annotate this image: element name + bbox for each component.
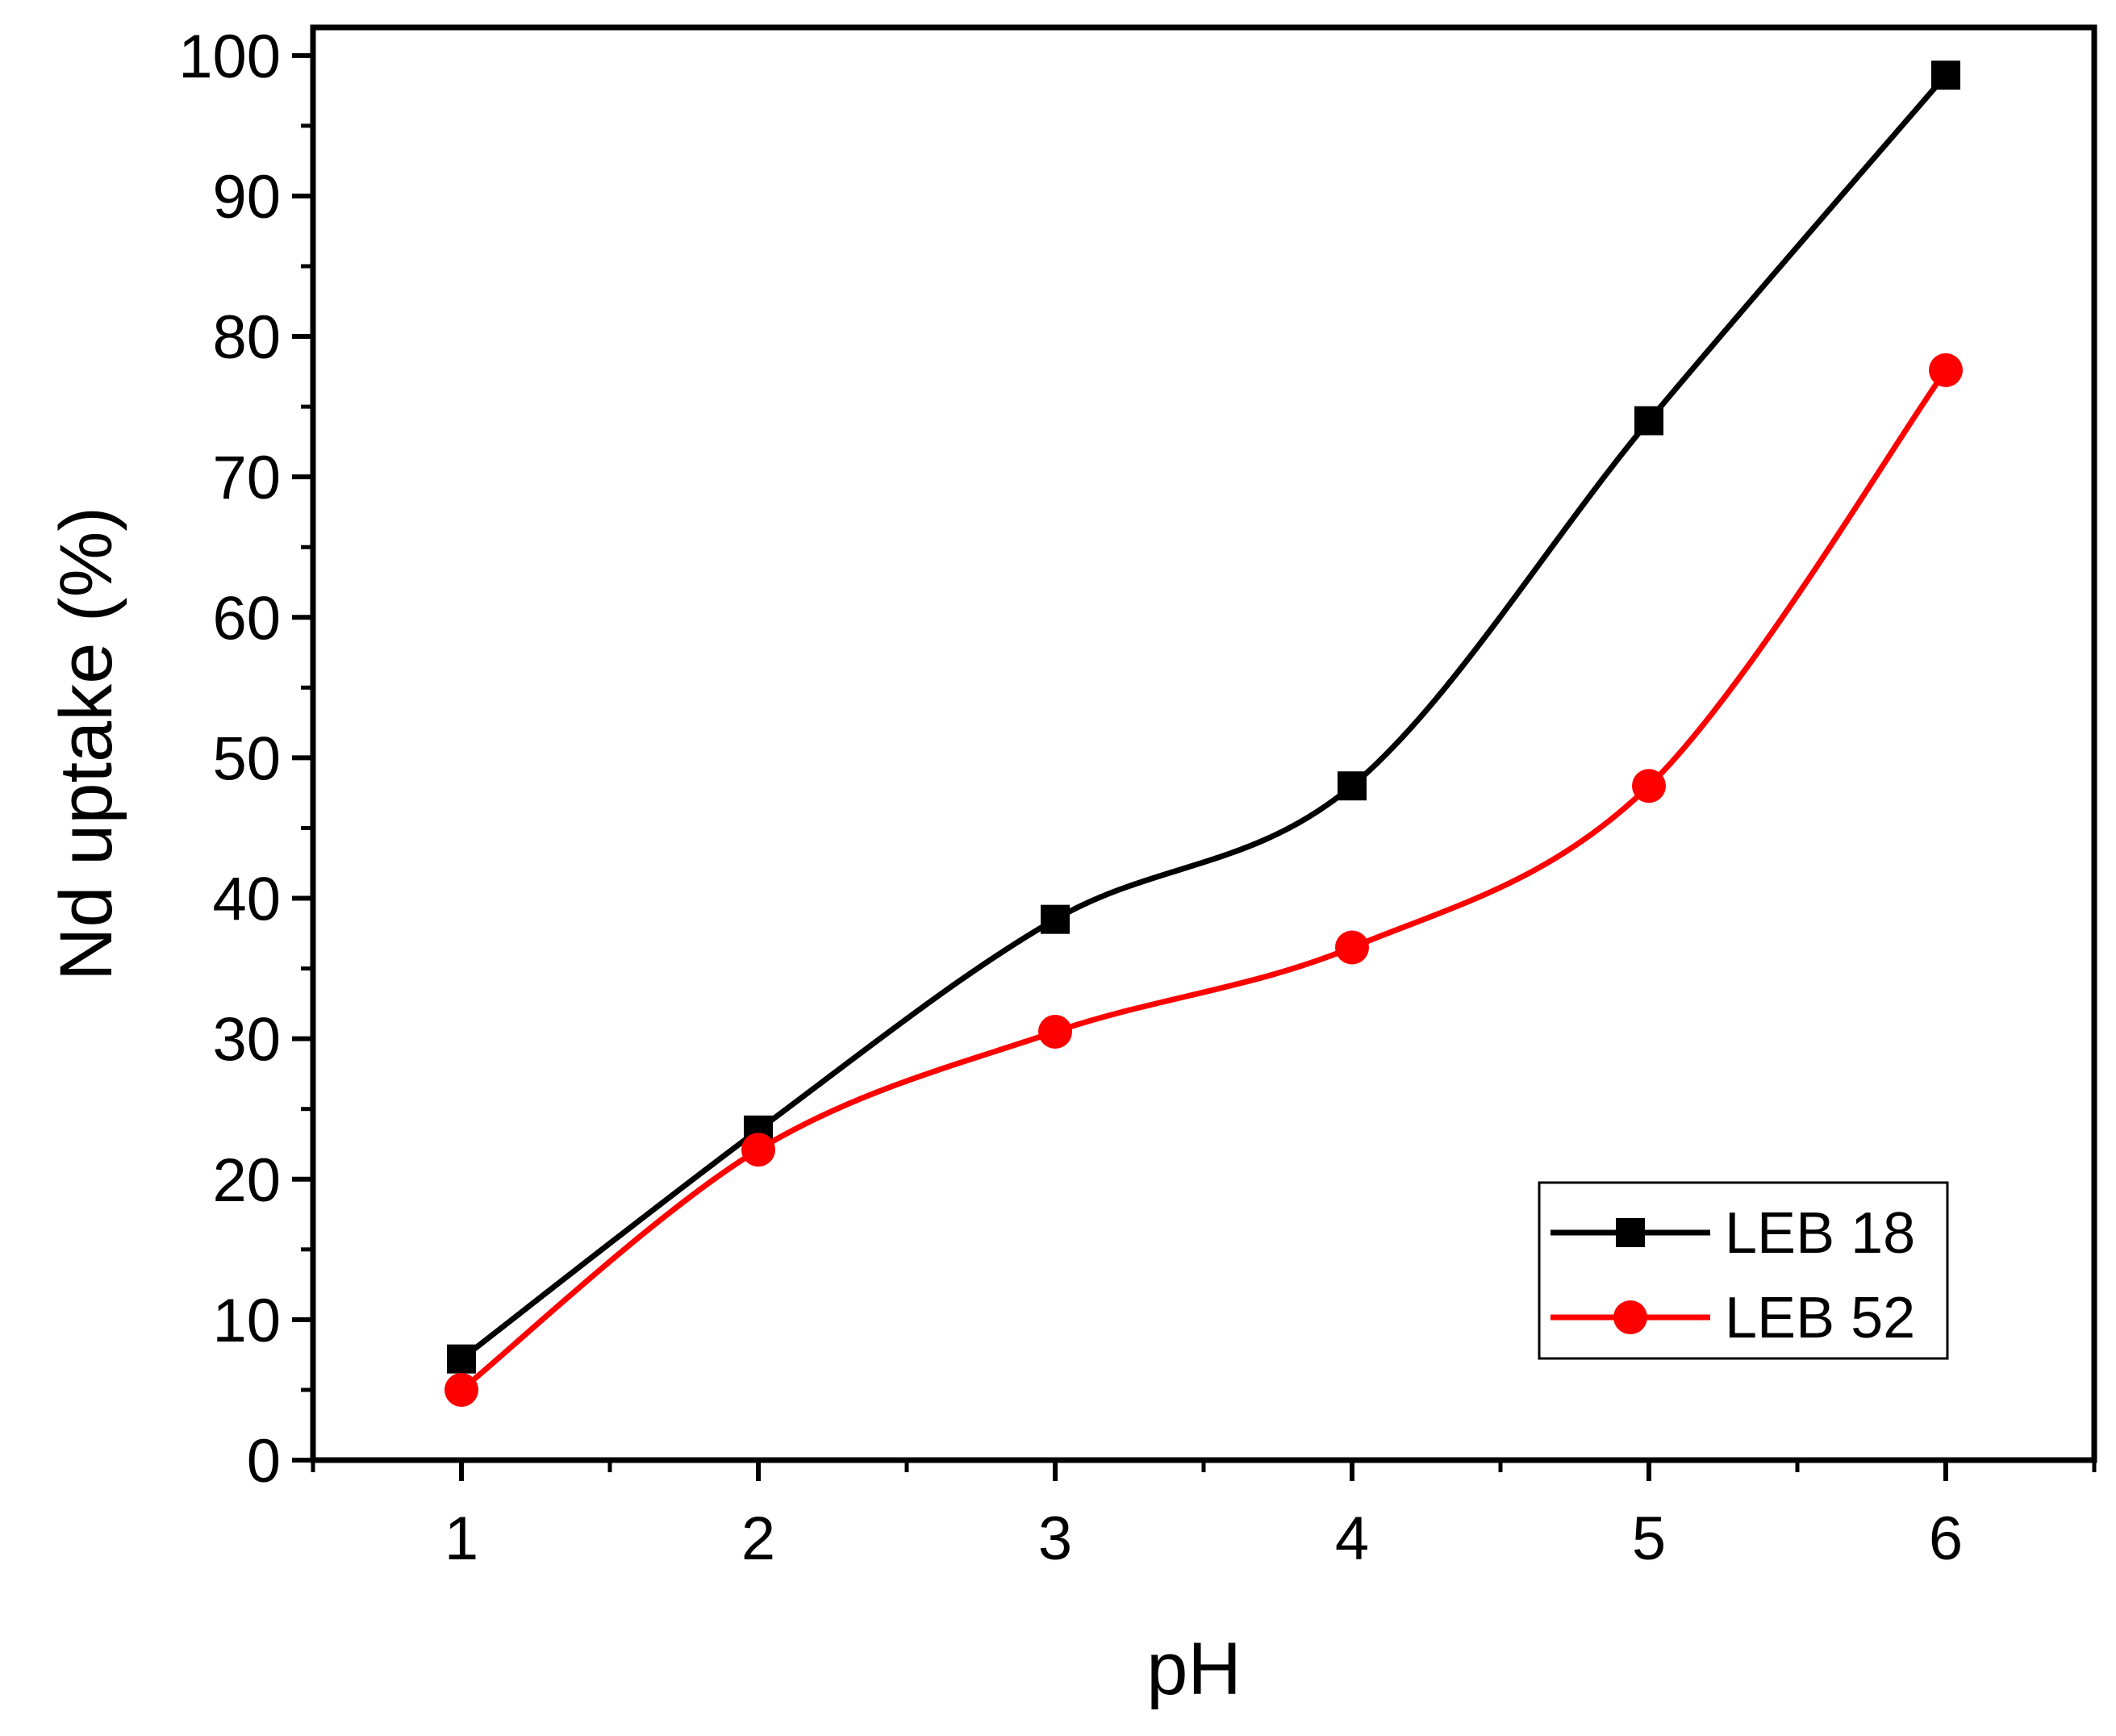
legend-box [1538, 1181, 1949, 1360]
data-point-leb-52 [741, 1133, 775, 1167]
x-axis-title: pH [1146, 1628, 1242, 1710]
y-tick-label: 50 [212, 724, 281, 793]
legend-marker-leb-52 [1613, 1300, 1647, 1334]
x-tick-label: 6 [1929, 1504, 1963, 1573]
y-tick-label: 60 [212, 584, 281, 653]
data-point-leb-18 [447, 1344, 476, 1374]
y-tick-label: 30 [212, 1006, 281, 1075]
x-tick-label: 4 [1335, 1504, 1369, 1573]
y-tick-label: 20 [212, 1146, 281, 1215]
x-tick-label: 2 [741, 1504, 775, 1573]
series-layer [444, 61, 1963, 1407]
ticks-layer: 0 10 20 30 40 50 60 70 80 90 100 1 2 3 4 5 6 [178, 23, 2097, 1573]
data-point-leb-18 [1041, 904, 1070, 934]
legend-items: LEB 18 LEB 52 [1550, 1201, 1915, 1350]
data-point-leb-18 [1931, 61, 1960, 90]
data-point-leb-52 [444, 1372, 478, 1407]
y-tick-label: 100 [178, 23, 281, 91]
data-point-leb-52 [1929, 353, 1963, 387]
data-point-leb-52 [1632, 769, 1666, 803]
data-point-leb-18 [1338, 771, 1367, 801]
series-line-leb-52 [459, 368, 1948, 1392]
y-tick-label: 10 [212, 1287, 281, 1355]
y-tick-label: 90 [212, 163, 281, 232]
y-tick-label: 0 [247, 1427, 281, 1496]
x-tick-label: 1 [444, 1504, 478, 1573]
data-point-leb-18 [1634, 406, 1663, 436]
legend-marker-leb-18 [1616, 1218, 1645, 1247]
data-point-leb-52 [1038, 1014, 1072, 1049]
series-line-leb-18 [459, 73, 1948, 1362]
data-point-leb-52 [1335, 930, 1369, 965]
legend-label-leb-52: LEB 52 [1725, 1286, 1915, 1350]
legend: LEB 18 LEB 52 [1538, 1181, 1949, 1360]
x-tick-label: 5 [1632, 1504, 1666, 1573]
y-tick-label: 80 [212, 303, 281, 372]
legend-label-leb-18: LEB 18 [1725, 1201, 1915, 1266]
y-axis-title: Nd uptake (%) [45, 507, 127, 981]
y-tick-label: 70 [212, 444, 281, 512]
y-tick-label: 40 [212, 866, 281, 934]
x-tick-label: 3 [1038, 1504, 1072, 1573]
